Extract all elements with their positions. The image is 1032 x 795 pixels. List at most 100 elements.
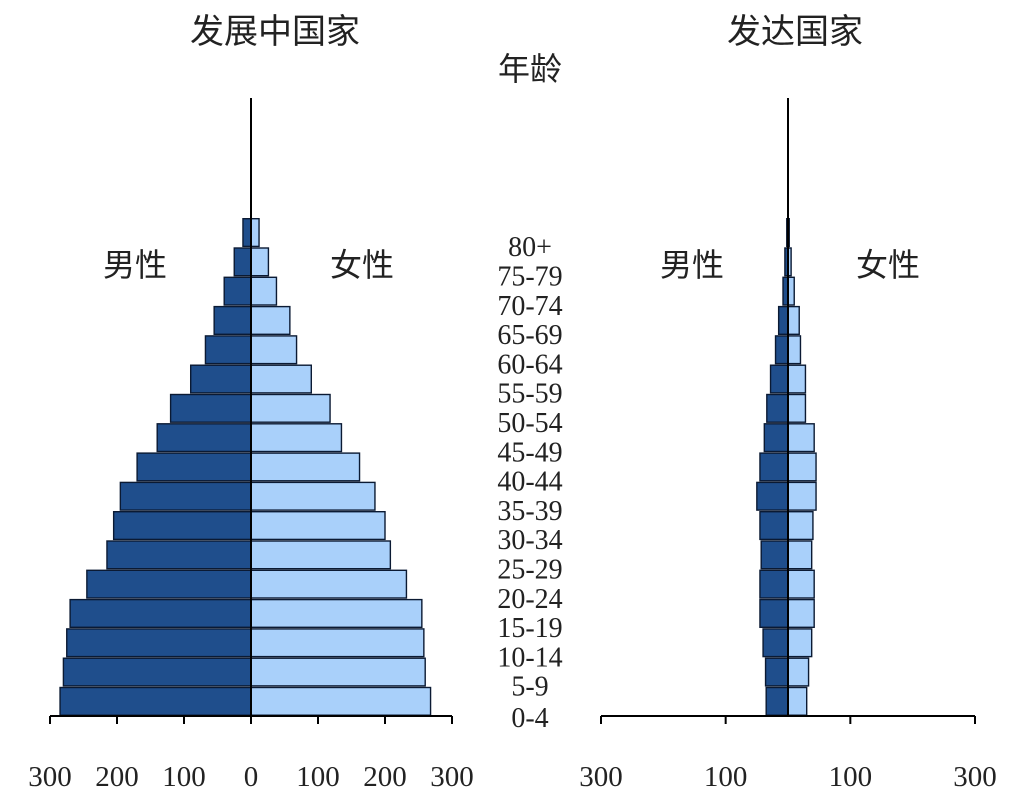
bar-male-50-54: [169, 393, 252, 423]
x-tick-label: 100: [829, 761, 873, 793]
bar-female-5-9: [250, 657, 426, 687]
bar-female-60-64: [250, 335, 298, 365]
bar-male-45-49: [156, 423, 252, 453]
left-female-label: 女性: [330, 246, 394, 284]
bar-male-80+: [242, 217, 252, 248]
bar-male-25-29: [106, 540, 252, 570]
bar-female-15-19: [250, 598, 423, 628]
left-male-label: 男性: [103, 246, 167, 284]
age-label-30-34: 30-34: [497, 525, 562, 556]
bar-female-40-44: [787, 452, 817, 482]
bar-male-55-59: [189, 364, 252, 394]
bar-male-30-34: [112, 511, 252, 541]
bar-female-0-4: [250, 686, 432, 716]
bar-male-40-44: [136, 452, 252, 482]
right-male-label: 男性: [660, 246, 724, 284]
chart-title-developed: 发达国家: [727, 12, 863, 52]
age-label-75-79: 75-79: [497, 262, 562, 293]
bar-male-65-69: [213, 305, 252, 336]
age-axis-title: 年龄: [498, 50, 562, 88]
age-label-35-39: 35-39: [497, 496, 562, 527]
age-label-55-59: 55-59: [497, 379, 562, 410]
age-label-65-69: 65-69: [497, 320, 562, 351]
x-tick-label: 300: [430, 761, 474, 793]
bar-female-50-54: [787, 393, 807, 423]
bar-male-55-59: [769, 364, 789, 394]
x-tick-label: 300: [28, 761, 72, 793]
bar-male-75-79: [233, 247, 252, 277]
bar-female-40-44: [250, 452, 361, 482]
bar-female-20-24: [250, 569, 408, 599]
x-tick-label: 200: [95, 761, 139, 793]
bar-female-10-14: [787, 628, 813, 658]
bar-female-60-64: [787, 335, 802, 365]
chart-title-developing: 发展中国家: [190, 12, 360, 52]
age-label-0-4: 0-4: [511, 703, 548, 734]
bar-female-45-49: [787, 423, 815, 453]
x-tick-label: 100: [296, 761, 340, 793]
age-label-15-19: 15-19: [497, 613, 562, 644]
age-label-10-14: 10-14: [497, 642, 562, 673]
bar-female-80+: [250, 217, 260, 248]
bar-male-10-14: [762, 628, 789, 658]
bar-female-10-14: [250, 628, 425, 658]
bar-female-55-59: [787, 364, 807, 394]
age-label-5-9: 5-9: [511, 672, 548, 703]
bar-male-0-4: [765, 686, 789, 716]
bar-female-25-29: [250, 540, 392, 570]
x-tick-label: 300: [953, 761, 997, 793]
bar-female-75-79: [250, 247, 270, 277]
bar-male-10-14: [66, 628, 252, 658]
bar-male-15-19: [759, 598, 789, 628]
bar-male-50-54: [766, 393, 789, 423]
x-tick-label: 0: [244, 761, 259, 793]
bar-female-70-74: [250, 276, 278, 306]
bar-female-45-49: [250, 423, 343, 453]
bar-male-15-19: [69, 598, 252, 628]
developing-pyramid: 300 200 100 0 100 200 300: [28, 98, 474, 793]
x-tick-label: 100: [704, 761, 748, 793]
bar-female-30-34: [250, 511, 386, 541]
bar-female-5-9: [787, 657, 810, 687]
age-label-45-49: 45-49: [497, 437, 562, 468]
age-label-20-24: 20-24: [497, 584, 562, 615]
right-female-label: 女性: [856, 246, 920, 284]
bar-female-20-24: [787, 569, 815, 599]
bar-male-35-39: [756, 481, 789, 511]
x-tick-label: 300: [579, 761, 623, 793]
age-group-labels: 0-45-910-1415-1920-2425-2930-3435-3940-4…: [497, 232, 562, 734]
bar-female-35-39: [250, 481, 376, 511]
bar-male-0-4: [59, 686, 252, 716]
bar-male-30-34: [759, 511, 789, 541]
age-label-60-64: 60-64: [497, 349, 562, 380]
bar-male-5-9: [764, 657, 789, 687]
age-label-70-74: 70-74: [497, 291, 562, 322]
age-label-40-44: 40-44: [497, 467, 562, 498]
bar-male-65-69: [777, 305, 789, 336]
bar-female-30-34: [787, 511, 814, 541]
age-label-50-54: 50-54: [497, 408, 562, 439]
x-tick-label: 200: [363, 761, 407, 793]
bar-male-35-39: [119, 481, 252, 511]
bar-female-55-59: [250, 364, 312, 394]
bar-male-70-74: [223, 276, 252, 306]
bar-female-65-69: [250, 305, 291, 336]
bar-male-60-64: [774, 335, 789, 365]
bar-female-15-19: [787, 598, 815, 628]
bar-female-50-54: [250, 393, 331, 423]
age-label-80+: 80+: [508, 232, 552, 263]
x-tick-label: 100: [162, 761, 206, 793]
bar-male-45-49: [763, 423, 789, 453]
bar-male-60-64: [204, 335, 252, 365]
bar-male-20-24: [759, 569, 789, 599]
developed-pyramid: 300 100 100 300: [579, 98, 997, 793]
bar-female-35-39: [787, 481, 817, 511]
bar-female-0-4: [787, 686, 808, 716]
bar-female-65-69: [787, 305, 800, 336]
bar-male-5-9: [62, 657, 252, 687]
bar-male-25-29: [760, 540, 789, 570]
age-label-25-29: 25-29: [497, 555, 562, 586]
bar-male-20-24: [86, 569, 252, 599]
bar-female-25-29: [787, 540, 813, 570]
